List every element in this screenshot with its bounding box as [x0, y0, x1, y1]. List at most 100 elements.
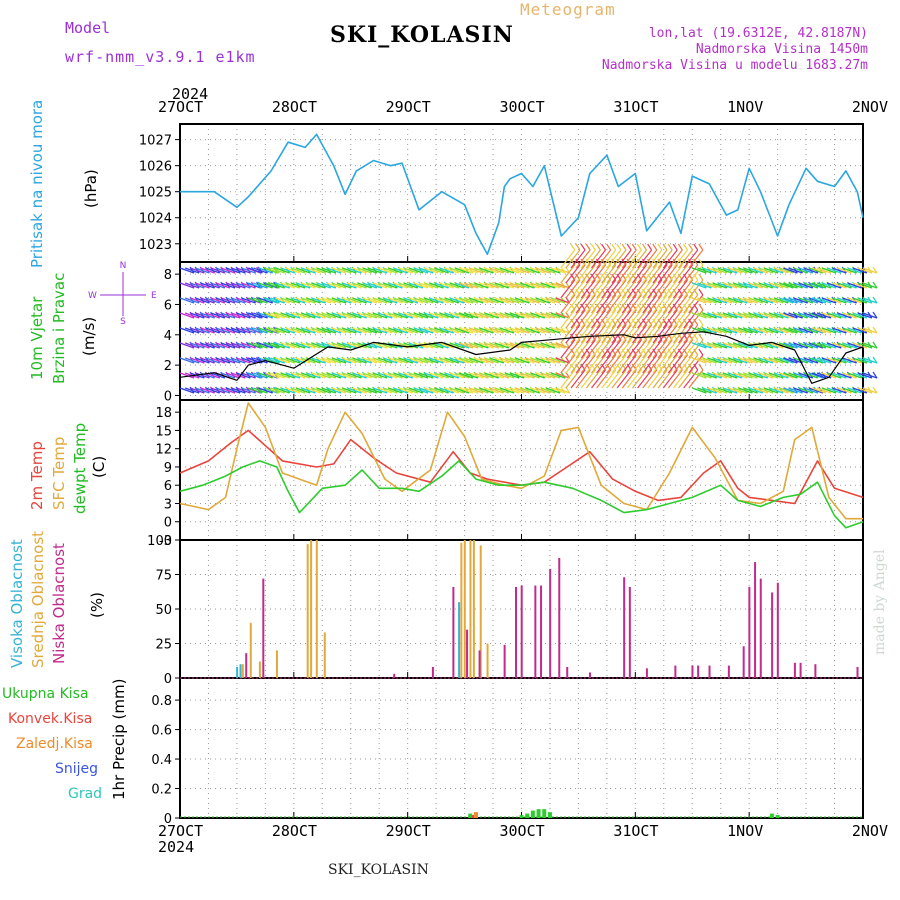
wind-barb — [837, 297, 852, 304]
wind-barb — [678, 369, 694, 389]
wind-barb — [722, 282, 738, 289]
wind-barb — [565, 354, 581, 374]
wind-barb — [231, 312, 246, 319]
wind-barb — [444, 387, 459, 394]
wind-barb — [474, 312, 489, 319]
y-tick-label: 75 — [155, 569, 172, 584]
wind-barb — [301, 282, 316, 289]
wind-barb — [803, 342, 819, 349]
wind-barb — [678, 249, 694, 269]
wind-barb — [458, 357, 474, 364]
wind-barb — [596, 294, 612, 314]
wind-barb — [672, 369, 688, 389]
wind-barb — [275, 282, 290, 289]
wind-barb — [515, 357, 530, 364]
wind-barb — [468, 282, 484, 289]
y-tick-label: 1026 — [139, 160, 172, 175]
wind-barb — [837, 267, 852, 274]
wind-barb — [545, 342, 561, 349]
wind-barb — [692, 267, 707, 274]
wind-barb — [811, 327, 826, 334]
wind-barb — [184, 267, 200, 274]
wind-barb — [423, 357, 439, 364]
wind-barb-flag — [698, 318, 704, 326]
wind-barb — [702, 297, 717, 304]
wind-barb — [200, 282, 215, 289]
wind-barb — [336, 372, 352, 379]
wind-barb — [200, 327, 215, 334]
wind-barb — [280, 312, 295, 319]
wind-barb — [210, 387, 225, 394]
wind-barb — [413, 372, 429, 379]
wind-barb-flag — [621, 243, 627, 251]
wind-barb — [652, 339, 668, 359]
wind-barb — [231, 387, 246, 394]
wind-barb — [808, 357, 824, 364]
wind-barb — [423, 297, 439, 304]
wind-barb — [403, 267, 418, 274]
wind-barb — [372, 267, 388, 274]
wind-barb — [591, 354, 606, 374]
wind-barb — [748, 357, 763, 364]
wind-barb — [398, 267, 413, 274]
wind-barb — [205, 357, 220, 364]
wind-barb — [474, 297, 489, 304]
wind-barb — [311, 312, 326, 319]
wind-barb — [413, 297, 429, 304]
wind-barb — [779, 297, 794, 304]
wind-barb — [857, 357, 873, 364]
wind-barb — [463, 342, 479, 349]
wind-barb — [515, 327, 530, 334]
wind-barb — [712, 267, 727, 274]
wind-barb — [316, 387, 331, 394]
wind-barb — [717, 372, 733, 379]
wind-barb — [758, 297, 774, 304]
wind-barb — [210, 372, 225, 379]
wind-barb — [591, 309, 606, 329]
wind-barb — [377, 312, 393, 319]
wind-barb — [722, 357, 738, 364]
wind-barb — [489, 327, 504, 334]
wind-barb — [295, 357, 311, 364]
wind-barb — [717, 297, 733, 304]
frz-rain-bar — [473, 812, 478, 818]
wind-barb — [509, 372, 525, 379]
wind-barb — [768, 327, 784, 334]
wind-barb — [753, 267, 768, 274]
wind-barb — [398, 312, 413, 319]
wind-barb-flag — [698, 363, 704, 371]
wind-barb — [336, 312, 352, 319]
wind-barb — [347, 327, 362, 334]
wind-barb — [535, 342, 550, 349]
wind-barb — [377, 372, 393, 379]
wind-barb — [225, 327, 241, 334]
wind-barb — [717, 312, 733, 319]
wind-barb — [743, 297, 758, 304]
wind-barb — [626, 294, 642, 314]
wind-barb — [678, 309, 694, 329]
wind-barb — [265, 372, 280, 379]
wind-barb — [727, 327, 743, 334]
wind-barb-flag — [590, 243, 596, 251]
wind-barb — [362, 387, 377, 394]
top-tick-label: 1NOV — [727, 98, 764, 116]
wind-barb — [398, 372, 413, 379]
wind-barb — [707, 342, 722, 349]
wind-barb — [316, 297, 331, 304]
wind-barb — [372, 357, 388, 364]
wind-barb — [515, 342, 530, 349]
mid-cloud-bar — [275, 650, 278, 678]
wind-barb — [842, 312, 857, 319]
wind-barb — [210, 297, 225, 304]
wind-barb — [697, 387, 712, 394]
wind-barb — [484, 342, 499, 349]
wind-barb — [816, 282, 832, 289]
wind-barb — [179, 357, 195, 364]
wind-barb — [372, 282, 388, 289]
wind-barb — [545, 327, 561, 334]
wind-barb — [637, 339, 653, 359]
y-tick-label: 25 — [155, 638, 172, 653]
wind-barb — [626, 354, 642, 374]
wind-barb — [616, 264, 632, 284]
